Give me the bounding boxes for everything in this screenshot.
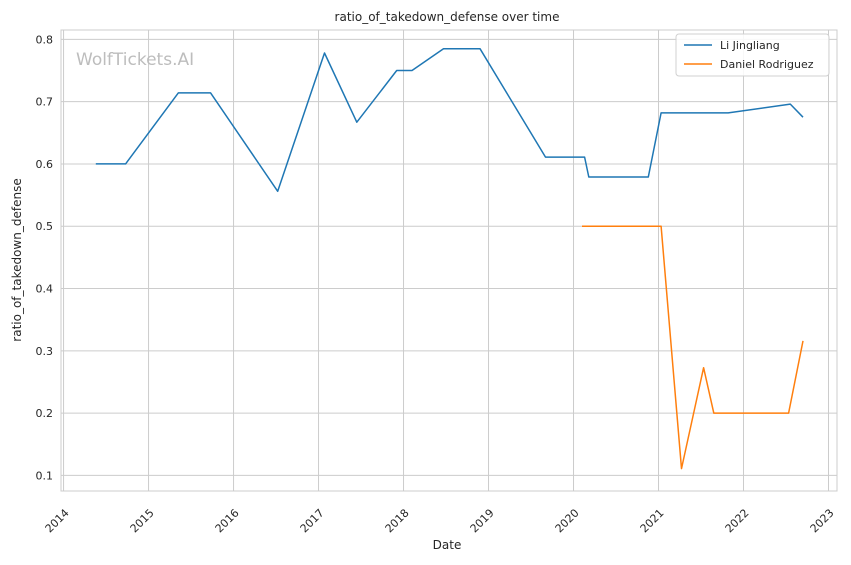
y-tick-label: 0.1	[36, 469, 54, 482]
grid-lines	[61, 30, 837, 491]
chart-title: ratio_of_takedown_defense over time	[335, 10, 560, 24]
legend: Li Jingliang Daniel Rodriguez	[675, 33, 830, 77]
y-tick-label: 0.8	[36, 33, 54, 46]
y-axis-title: ratio_of_takedown_defense	[10, 178, 24, 341]
legend-label-li-jingliang: Li Jingliang	[720, 39, 780, 52]
plot-area-frame	[60, 29, 838, 492]
y-tick-label: 0.3	[36, 345, 54, 358]
legend-label-daniel-rodriguez: Daniel Rodriguez	[720, 58, 814, 71]
y-tick-label: 0.2	[36, 407, 54, 420]
y-tick-label: 0.5	[36, 220, 54, 233]
x-axis-title: Date	[433, 538, 462, 552]
y-tick-label: 0.6	[36, 158, 54, 171]
series-lines	[95, 47, 804, 470]
watermark: WolfTickets.AI	[76, 50, 194, 70]
legend-box	[675, 33, 830, 77]
y-tick-label: 0.7	[36, 96, 54, 109]
series-line-li-jingliang	[95, 47, 804, 193]
series-line-daniel-rodriguez	[582, 225, 804, 470]
y-tick-label: 0.4	[36, 283, 54, 296]
